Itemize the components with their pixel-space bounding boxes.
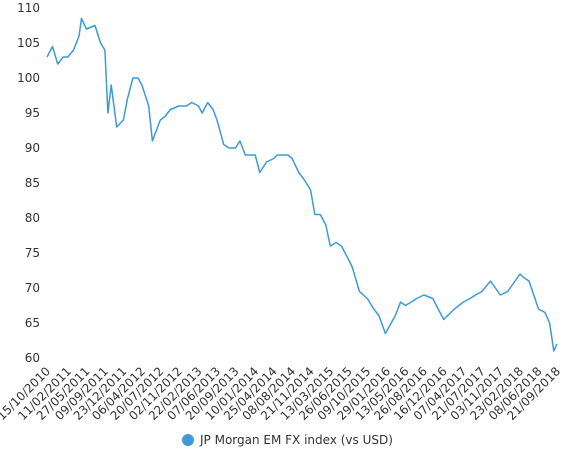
legend-label: JP Morgan EM FX index (vs USD) <box>199 433 393 447</box>
y-tick-label: 65 <box>25 316 40 330</box>
y-tick-label: 90 <box>25 141 40 155</box>
y-tick-label: 110 <box>17 1 40 15</box>
y-tick-label: 100 <box>17 71 40 85</box>
y-tick-label: 75 <box>25 246 40 260</box>
y-tick-label: 95 <box>25 106 40 120</box>
y-tick-label: 80 <box>25 211 40 225</box>
data-line <box>46 17 558 352</box>
y-tick-label: 85 <box>25 176 40 190</box>
y-tick-label: 70 <box>25 281 40 295</box>
y-tick-label: 105 <box>17 36 40 50</box>
y-tick-label: 60 <box>25 351 40 365</box>
legend-marker <box>182 434 194 446</box>
